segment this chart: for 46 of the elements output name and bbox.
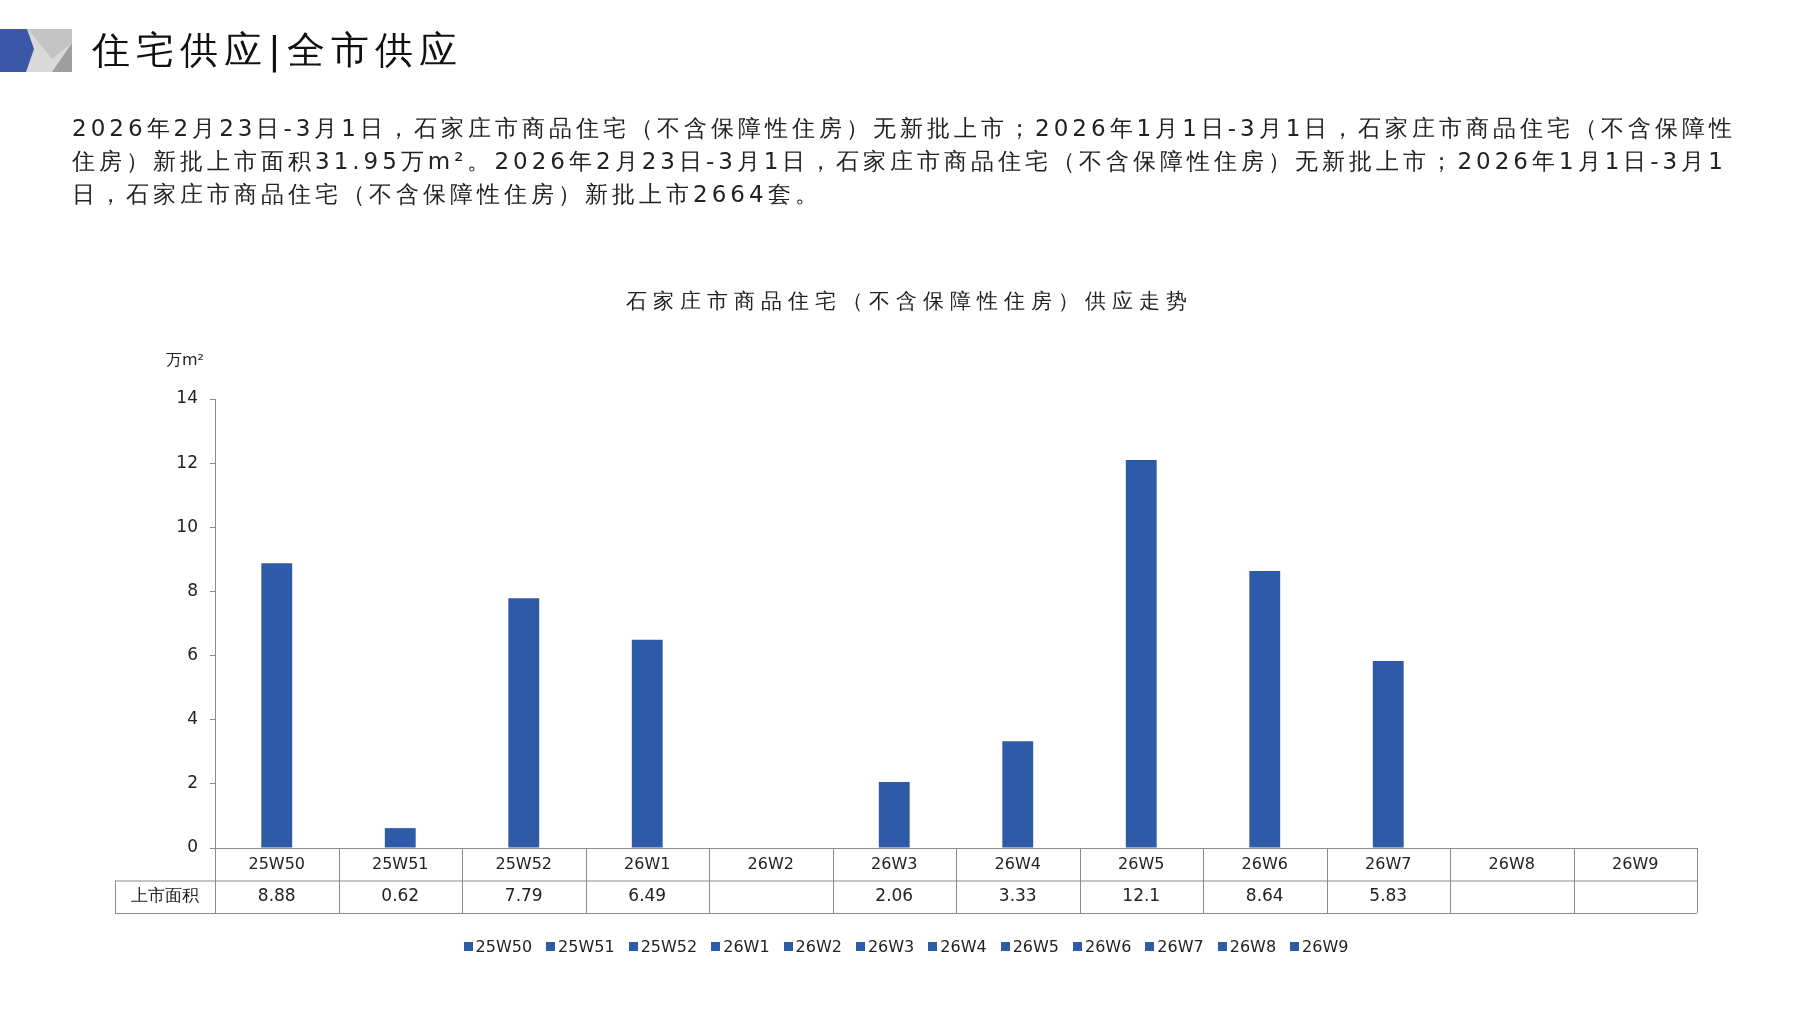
y-tick-label: 0 — [187, 836, 198, 857]
category-label: 26W7 — [1157, 936, 1204, 956]
x-tick-label: 25W50 — [248, 853, 306, 873]
category-label: 25W52 — [640, 936, 698, 956]
y-tick-label: 10 — [176, 515, 198, 536]
data-label: 6.49 — [628, 885, 667, 906]
data-label: 3.33 — [998, 885, 1037, 906]
x-tick-label: 26W9 — [1612, 853, 1659, 873]
x-tick-label: 26W6 — [1241, 853, 1288, 873]
x-tick-label: 26W8 — [1488, 853, 1535, 873]
x-tick-label: 26W4 — [994, 853, 1041, 873]
category-label: 26W9 — [1302, 936, 1349, 956]
x-tick-label: 25W51 — [371, 853, 429, 873]
category-label: 25W51 — [558, 936, 615, 956]
x-tick-label: 26W3 — [871, 853, 918, 873]
y-tick-label: 8 — [187, 579, 198, 600]
text: 2026年2月23日-3月1日，石家庄市商品住宅（不含保障性住房）无新批上市；2026年1月1日-3月1日，石家庄市商品住宅（不含保障性住房）新批上市面积31.95万m²。2026年2月23日-3月1日，石家庄市商品住宅（不含保障性住房）无新批上市；2026年1月1日-3月1日，石家庄市商品住宅（不含保障性住房）新批上市2664套。 — [72, 114, 1737, 209]
category-label: 26W2 — [795, 936, 842, 956]
x-tick-label: 25W52 — [495, 853, 553, 873]
x-tick-label: 26W1 — [624, 853, 671, 873]
data-label: 8.88 — [257, 885, 296, 906]
text: 上市面积 — [131, 885, 199, 906]
category-label: 25W50 — [475, 936, 533, 956]
x-tick-label: 26W5 — [1118, 853, 1165, 873]
y-tick-label: 4 — [187, 708, 198, 729]
x-tick-label: 26W7 — [1365, 853, 1412, 873]
y-tick-label: 6 — [187, 643, 198, 664]
y-tick-label: 14 — [176, 387, 198, 408]
data-label: 5.83 — [1369, 885, 1408, 906]
category-label: 26W5 — [1012, 936, 1059, 956]
data-label: 0.62 — [381, 885, 420, 906]
y-tick-label: 12 — [176, 451, 198, 472]
category-label: 26W3 — [867, 936, 915, 956]
x-tick-label: 26W2 — [747, 853, 794, 873]
y-axis-title: 万m² — [166, 350, 204, 370]
data-label: 8.64 — [1245, 885, 1284, 906]
category-label: 26W4 — [940, 936, 987, 956]
category-label: 26W1 — [723, 936, 770, 956]
y-tick-label: 2 — [187, 772, 198, 793]
text: 住宅供应|全市供应 — [92, 28, 463, 72]
data-label: 7.79 — [504, 885, 543, 906]
data-label: 12.1 — [1122, 885, 1161, 906]
category-label: 26W8 — [1229, 936, 1277, 956]
data-label: 2.06 — [875, 885, 914, 906]
category-label: 26W6 — [1085, 936, 1132, 956]
chart-title: 石家庄市商品住宅（不含保障性住房）供应走势 — [625, 289, 1193, 314]
